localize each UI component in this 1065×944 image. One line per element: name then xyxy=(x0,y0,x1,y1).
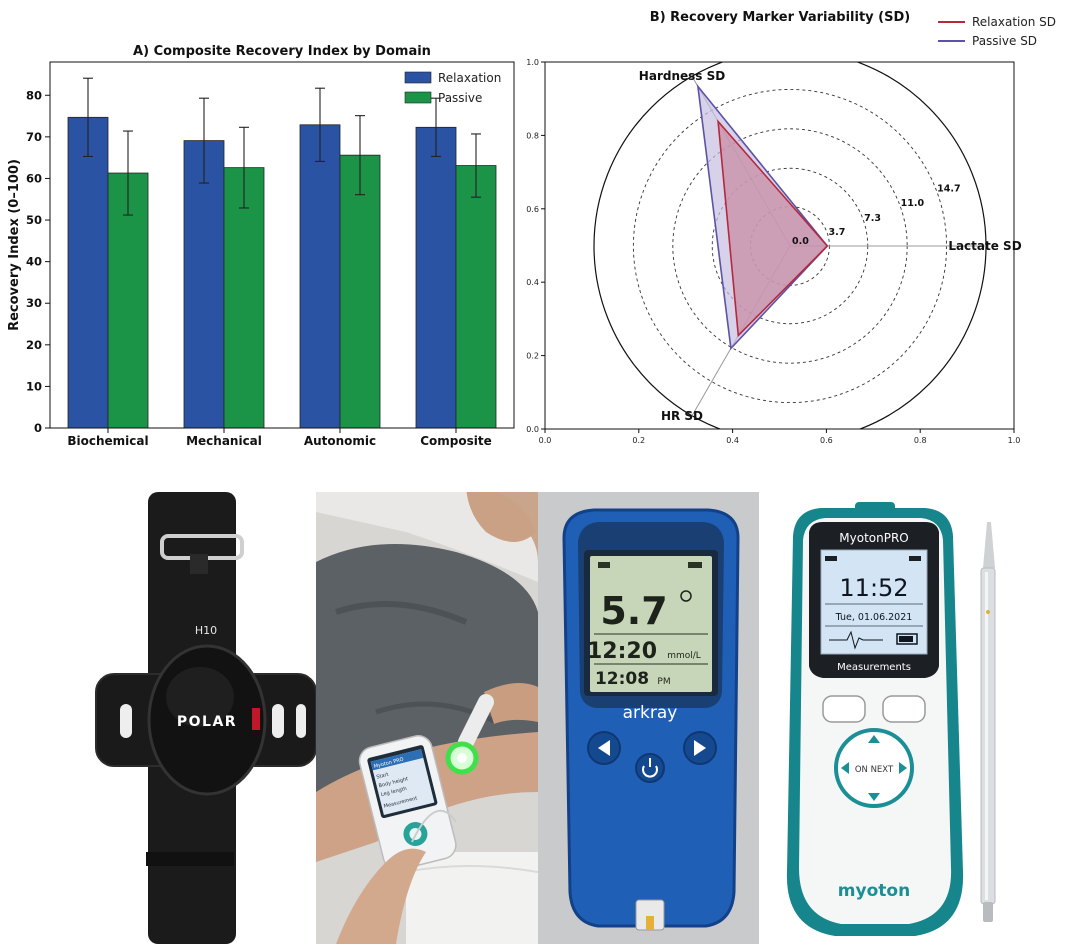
radar-frame-x-label: 0.8 xyxy=(914,436,927,445)
bar-y-tick-label: 30 xyxy=(26,296,42,310)
myoton-menu-label: Measurements xyxy=(837,662,911,673)
myoton-date: Tue, 01.06.2021 xyxy=(835,612,913,623)
myotonpro-photo: MyotonPRO 11:52 Tue, 01.06.2021 Measurem… xyxy=(759,492,1065,944)
charts-area: A) Composite Recovery Index by Domain Rec… xyxy=(7,10,1056,448)
bar-relaxation-biochemical xyxy=(67,116,109,429)
myoton-logo: myoton xyxy=(838,881,910,901)
myoton-center-button: ON NEXT xyxy=(855,765,894,775)
radar-chart-title: B) Recovery Marker Variability (SD) xyxy=(650,10,910,25)
bar-x-tick-label: Composite xyxy=(420,434,492,448)
bar-x-tick-label: Mechanical xyxy=(186,434,262,448)
bar-y-tick-label: 50 xyxy=(26,213,42,227)
bar-x-tick-label: Autonomic xyxy=(304,434,376,448)
bar-y-axis-label: Recovery Index (0–100) xyxy=(7,159,22,331)
radar-axis-label: Hardness SD xyxy=(639,69,725,83)
lactate-clock: 12:08 xyxy=(595,669,649,689)
bar-legend-swatch xyxy=(404,91,432,104)
myoton-brand-title: MyotonPRO xyxy=(839,531,908,545)
lactate-reading: 12:20 xyxy=(587,639,657,664)
lactate-meridiem: PM xyxy=(657,677,670,687)
radar-frame-y-label: 0.6 xyxy=(526,205,539,214)
radar-frame-x-label: 0.6 xyxy=(820,436,833,445)
radar-legend-label: Passive SD xyxy=(972,34,1037,48)
bar-relaxation-autonomic xyxy=(299,124,341,429)
bar-chart-title: A) Composite Recovery Index by Domain xyxy=(133,44,431,59)
bar-relaxation-composite xyxy=(415,126,457,429)
radar-ring-label: 0.0 xyxy=(792,236,809,247)
bar-legend-label: Passive xyxy=(438,91,482,105)
radar-frame-y-label: 0.8 xyxy=(526,131,539,140)
radar-ring-label: 14.7 xyxy=(937,183,960,194)
lactate-unit: mmol/L xyxy=(667,651,701,661)
radar-ring-label: 3.7 xyxy=(829,227,846,238)
radar-axis-label: HR SD xyxy=(661,409,703,423)
bar-y-tick-label: 70 xyxy=(26,130,42,144)
bar-plot-frame xyxy=(49,61,515,429)
radar-ring-label: 11.0 xyxy=(901,198,925,209)
radar-ring-label: 7.3 xyxy=(864,213,881,224)
bar-relaxation-mechanical xyxy=(183,140,225,429)
lactate-brand: arkray xyxy=(623,703,678,723)
radar-frame-x-label: 0.2 xyxy=(632,436,645,445)
myoton-time: 11:52 xyxy=(839,574,908,602)
bar-x-tick-label: Biochemical xyxy=(67,434,148,448)
bar-y-tick-label: 80 xyxy=(26,88,42,102)
bar-y-tick-label: 20 xyxy=(26,338,42,352)
radar-area-relaxation-sd xyxy=(717,119,829,338)
bar-legend-swatch xyxy=(404,71,432,84)
phone-line-2: Start xyxy=(376,772,389,781)
polar-h10-photo: H10 POLAR xyxy=(0,492,316,944)
bar-y-tick-label: 40 xyxy=(26,255,42,269)
radar-legend-label: Relaxation SD xyxy=(972,15,1056,29)
bar-legend-label: Relaxation xyxy=(438,71,501,85)
radar-frame-y-label: 0.0 xyxy=(526,425,539,434)
bar-y-tick-label: 10 xyxy=(26,379,42,393)
bar-y-tick-label: 60 xyxy=(26,171,42,185)
forearm-measurement-photo: Myoton PRO Start Body height Leg length … xyxy=(316,492,538,944)
polar-strap-label: H10 xyxy=(195,624,217,637)
radar-frame-x-label: 1.0 xyxy=(1008,436,1021,445)
bar-y-tick-label: 0 xyxy=(34,421,42,435)
radar-frame-y-label: 0.4 xyxy=(526,278,539,287)
radar-frame-y-label: 0.2 xyxy=(526,352,539,361)
lactate-meter-photo: 5.7 12:20 mmol/L 12:08 PM arkray xyxy=(538,492,759,944)
bar-passive-composite xyxy=(455,165,497,429)
radar-plot: 0.0 3.7 7.3 11.0 14.7 xyxy=(593,62,987,429)
bar-passive-autonomic xyxy=(339,154,381,429)
radar-frame-y-label: 1.0 xyxy=(526,58,539,67)
lactate-big-value: 5.7 xyxy=(600,589,667,633)
bar-passive-mechanical xyxy=(223,167,265,429)
polar-logo: POLAR xyxy=(177,714,237,730)
radar-frame-x-label: 0.0 xyxy=(539,436,552,445)
radar-frame-x-label: 0.4 xyxy=(726,436,739,445)
radar-axis-label: Lactate SD xyxy=(948,239,1021,253)
